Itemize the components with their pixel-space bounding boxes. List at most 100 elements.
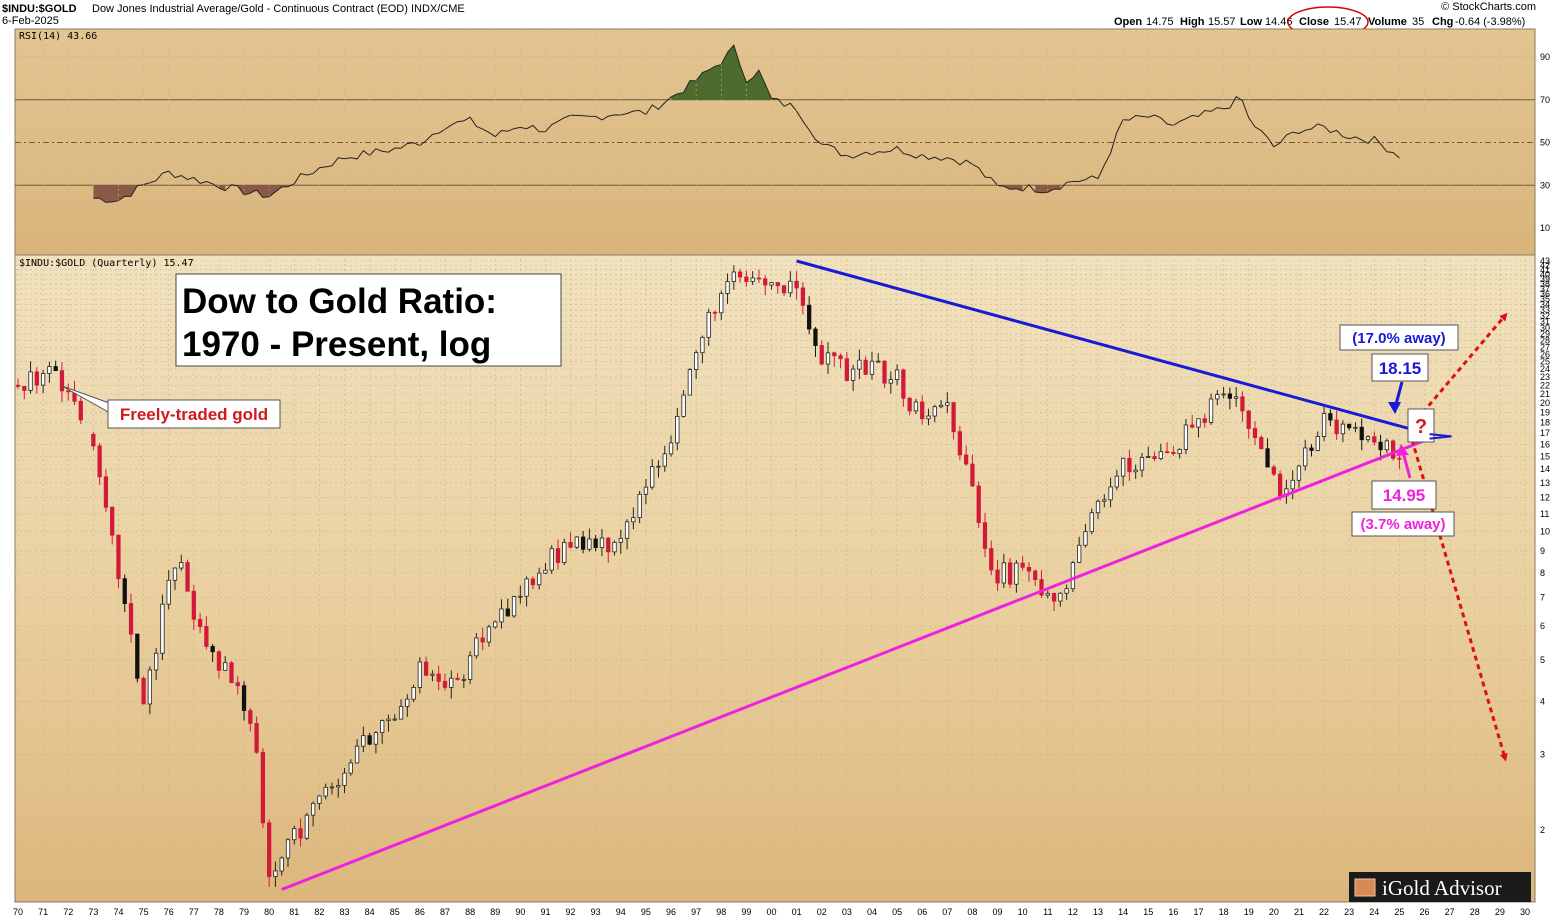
- candle: [1183, 418, 1189, 455]
- time-tick-label: 99: [741, 907, 751, 917]
- price-grid: [15, 29, 1535, 902]
- candle: [229, 661, 234, 684]
- candle: [179, 554, 184, 571]
- candle: [851, 364, 856, 392]
- high-value: 15.57: [1208, 16, 1236, 28]
- candle: [643, 479, 649, 505]
- candle: [737, 268, 743, 283]
- chart-header: $INDU:$GOLD Dow Jones Industrial Average…: [2, 1, 1536, 38]
- candle: [650, 459, 655, 490]
- price-tick-label: 3: [1540, 750, 1545, 760]
- candle: [1340, 420, 1346, 443]
- candle: [1083, 523, 1088, 548]
- candle: [1271, 464, 1276, 477]
- candle: [1303, 439, 1308, 471]
- candle: [1384, 438, 1389, 453]
- symbol-label: $INDU:$GOLD: [2, 3, 77, 15]
- price-tick-label: 18: [1540, 417, 1550, 427]
- time-tick-label: 72: [63, 907, 73, 917]
- candle: [1020, 556, 1025, 571]
- candle: [543, 562, 548, 574]
- price-tick-label: 8: [1540, 568, 1545, 578]
- time-tick-label: 83: [340, 907, 350, 917]
- price-tick-label: 25: [1540, 357, 1550, 367]
- candle: [1391, 439, 1396, 461]
- candle: [775, 282, 780, 294]
- candle: [1328, 409, 1333, 427]
- high-label: High: [1180, 16, 1205, 28]
- candle: [580, 530, 586, 554]
- price-tick-label: 39: [1540, 274, 1550, 284]
- candle: [474, 632, 479, 659]
- time-tick-label: 00: [766, 907, 776, 917]
- candle: [248, 707, 253, 732]
- candle: [254, 716, 259, 754]
- question-box-background: [1407, 408, 1435, 443]
- candle: [913, 398, 919, 415]
- rsi-tick-label: 90: [1540, 52, 1550, 62]
- candle: [756, 269, 762, 283]
- open-value: 14.75: [1146, 16, 1174, 28]
- rsi-tick-label: 70: [1540, 95, 1550, 105]
- candle: [292, 825, 297, 845]
- candle: [1321, 406, 1327, 442]
- candle: [1353, 422, 1358, 433]
- time-tick-label: 15: [1143, 907, 1153, 917]
- candle: [1177, 448, 1182, 459]
- candle: [719, 290, 724, 321]
- candle: [317, 795, 322, 810]
- candle: [386, 714, 391, 732]
- price-tick-label: 28: [1540, 336, 1550, 346]
- upper-value-box: [1371, 353, 1429, 382]
- time-tick-label: 74: [113, 907, 123, 917]
- candle: [1077, 536, 1082, 563]
- time-tick-label: 93: [591, 907, 601, 917]
- candle: [1309, 444, 1314, 457]
- price-series-label: $INDU:$GOLD (Quarterly) 15.47: [19, 258, 194, 269]
- time-tick-label: 26: [1420, 907, 1430, 917]
- candle: [1397, 454, 1402, 469]
- support-trendline: [281, 437, 1431, 891]
- upper-callouts: (17.0% away) 18.15: [1339, 324, 1459, 414]
- time-tick-label: 22: [1319, 907, 1329, 917]
- candle: [938, 400, 944, 409]
- candle: [857, 349, 862, 380]
- candle: [480, 627, 485, 651]
- price-tick-label: 6: [1540, 621, 1545, 631]
- time-tick-label: 17: [1193, 907, 1203, 917]
- price-tick-label: 14: [1540, 464, 1550, 474]
- candle: [505, 598, 510, 617]
- candle: [744, 270, 749, 287]
- candle: [1051, 592, 1057, 611]
- candle: [945, 392, 950, 414]
- time-tick-label: 96: [666, 907, 676, 917]
- time-tick-label: 77: [189, 907, 199, 917]
- time-tick-label: 05: [892, 907, 902, 917]
- candle: [637, 490, 642, 524]
- candle: [863, 356, 868, 376]
- candle: [1359, 418, 1364, 451]
- candle: [555, 539, 561, 570]
- candle: [537, 567, 542, 590]
- time-tick-label: 85: [390, 907, 400, 917]
- time-tick-label: 97: [691, 907, 701, 917]
- title-box-background: [175, 273, 562, 367]
- price-tick-label: 11: [1540, 509, 1549, 519]
- time-tick-label: 30: [1520, 907, 1530, 917]
- time-tick-label: 94: [616, 907, 626, 917]
- price-tick-label: 43: [1540, 256, 1550, 266]
- description-label: Dow Jones Industrial Average/Gold - Cont…: [92, 3, 465, 15]
- candle: [66, 383, 71, 401]
- candle: [223, 656, 228, 671]
- price-tick-label: 36: [1540, 289, 1550, 299]
- candle: [1372, 431, 1377, 446]
- time-tick-label: 78: [214, 907, 224, 917]
- candle: [449, 670, 454, 699]
- candle: [455, 672, 460, 681]
- price-tick-label: 13: [1540, 478, 1550, 488]
- candle: [593, 535, 598, 552]
- candle: [769, 282, 774, 290]
- candle: [1108, 477, 1113, 508]
- time-tick-label: 73: [88, 907, 98, 917]
